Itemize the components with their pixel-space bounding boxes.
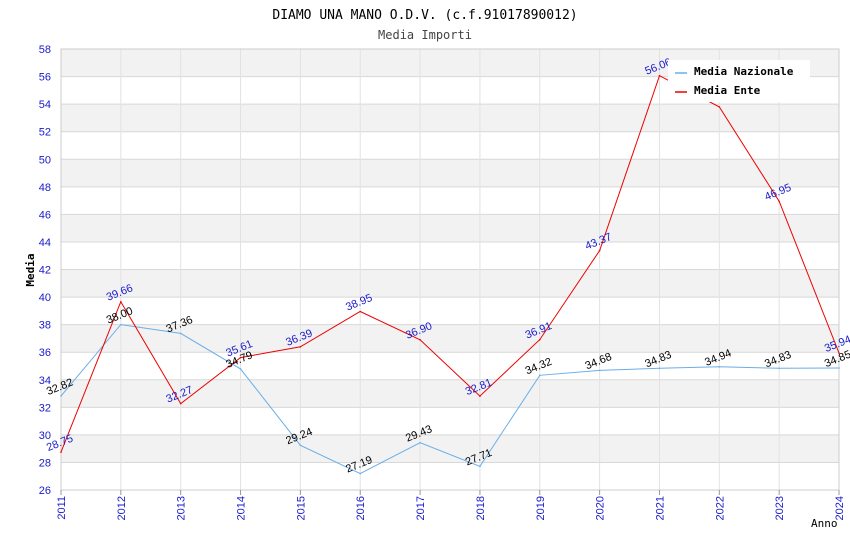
legend-background [668, 60, 810, 102]
grid-band [61, 131, 839, 160]
grid-band [61, 214, 839, 242]
y-tick-label: 40 [39, 292, 51, 304]
data-point [598, 249, 601, 252]
y-axis-label: Media [24, 253, 37, 286]
data-point [419, 441, 421, 444]
data-point [718, 106, 721, 108]
legend: Media Nazionale Media Ente [668, 60, 810, 102]
grid-band [61, 186, 839, 215]
y-tick-label: 30 [39, 430, 51, 442]
y-tick-label: 54 [39, 99, 51, 111]
data-point [479, 395, 481, 397]
grid-band [61, 352, 839, 380]
x-tick-label: 2020 [595, 496, 607, 520]
chart-title: DIAMO UNA MANO O.D.V. (c.f.91017890012) [272, 8, 577, 23]
grid-band [61, 324, 839, 353]
data-point [778, 367, 780, 370]
data-point [658, 367, 661, 370]
y-tick-label: 34 [39, 375, 51, 387]
data-point [120, 323, 122, 326]
grid-band [61, 241, 839, 270]
grid-band [61, 407, 839, 435]
data-point [479, 465, 481, 468]
y-axis-ticks: 26 28 30 32 34 36 38 40 42 44 46 48 50 52 54 56 58 [39, 44, 51, 497]
grid-band [61, 297, 839, 325]
data-point [120, 300, 122, 303]
legend-label-media-nazionale: Media Nazionale [694, 65, 794, 78]
data-point [299, 444, 302, 447]
data-point [179, 332, 182, 335]
x-tick-label: 2024 [834, 496, 846, 520]
y-tick-label: 28 [39, 457, 51, 469]
x-tick-label: 2016 [355, 496, 367, 520]
data-point [359, 472, 362, 475]
y-tick-label: 50 [39, 154, 51, 166]
x-tick-label: 2015 [295, 496, 307, 520]
x-axis-label: Anno [811, 517, 838, 530]
x-tick-label: 2022 [714, 496, 726, 520]
y-tick-label: 36 [39, 347, 51, 359]
x-axis-ticks: 2011 2012 2013 2014 2015 2016 2017 2018 2019 2020… [56, 490, 846, 520]
y-tick-label: 56 [39, 72, 51, 84]
y-tick-label: 46 [39, 209, 51, 221]
y-tick-label: 42 [39, 265, 51, 277]
data-point [838, 352, 840, 354]
y-tick-label: 52 [39, 127, 51, 139]
x-tick-label: 2011 [56, 496, 68, 520]
x-tick-label: 2021 [654, 496, 666, 520]
series-line-media-nazionale [60, 324, 840, 475]
grid-band [61, 269, 839, 298]
grid-band [61, 462, 839, 490]
y-tick-label: 58 [39, 44, 51, 56]
data-point [179, 402, 182, 405]
data-point [658, 74, 661, 77]
data-point [538, 374, 541, 377]
plot-border [60, 48, 840, 491]
x-tick-label: 2013 [176, 496, 188, 520]
grid-lines [60, 48, 840, 491]
data-point [718, 365, 721, 368]
data-point [60, 451, 62, 453]
legend-label-media-ente: Media Ente [694, 84, 761, 97]
grid-band [61, 104, 839, 132]
x-tick-label: 2012 [116, 496, 128, 520]
x-tick-label: 2023 [774, 496, 786, 520]
chart-subtitle: Media Importi [378, 28, 472, 42]
grid-band [61, 379, 839, 408]
grid-band [61, 159, 839, 187]
x-tick-label: 2019 [535, 496, 547, 520]
y-tick-label: 48 [39, 182, 51, 194]
data-point [598, 369, 601, 372]
grid-band [61, 434, 839, 463]
y-tick-label: 32 [39, 402, 51, 414]
grid-bands [61, 49, 839, 490]
x-tick-label: 2017 [415, 496, 427, 520]
x-tick-label: 2014 [236, 496, 248, 520]
y-tick-label: 44 [39, 237, 51, 249]
data-point [359, 310, 362, 313]
data-point [239, 356, 242, 359]
data-point [60, 395, 62, 397]
data-point [538, 338, 541, 341]
y-tick-label: 26 [39, 485, 51, 497]
data-point [239, 368, 242, 370]
data-point [299, 346, 302, 348]
x-tick-label: 2018 [475, 496, 487, 520]
data-point [778, 200, 780, 203]
data-point [838, 367, 840, 369]
data-point [419, 338, 421, 341]
y-tick-label: 38 [39, 320, 51, 332]
